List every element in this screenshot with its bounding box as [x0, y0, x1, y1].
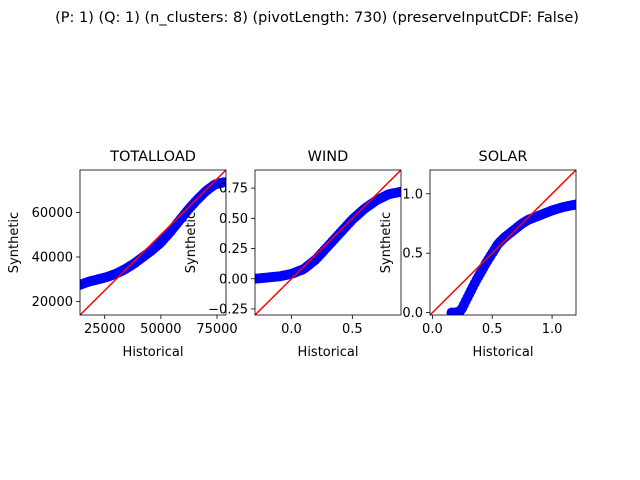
x-tick-label: 1.0 — [542, 322, 563, 337]
reference-line — [80, 170, 226, 315]
y-tick-label: 0.5 — [402, 247, 423, 262]
y-tick-label: 60000 — [32, 206, 73, 221]
y-tick-label: 0.75 — [219, 182, 248, 197]
subplot-title: WIND — [308, 149, 349, 165]
y-tick-label: −0.25 — [208, 302, 248, 317]
subplot-totalload: TOTALLOAD 25000 50000 75000 20000 40000 60000 H… — [7, 149, 238, 360]
x-tick-label: 0.5 — [342, 322, 363, 337]
y-tick-label: 40000 — [32, 251, 73, 266]
y-tick-label: 0.0 — [402, 306, 423, 321]
x-tick-label: 50000 — [140, 322, 181, 337]
plot-area — [80, 170, 226, 315]
subplot-solar: SOLAR 0.0 0.5 1.0 0.0 0.5 1.0 Historical Synthet… — [379, 149, 577, 360]
x-tick-label: 25000 — [84, 322, 125, 337]
subplot-wind: WIND 0.0 0.5 −0.25 0.00 0.25 0.50 0.75 Historica… — [184, 149, 402, 360]
plot-area — [430, 170, 576, 315]
reference-line — [430, 170, 576, 315]
x-tick-label: 0.0 — [281, 322, 302, 337]
subplots: TOTALLOAD 25000 50000 75000 20000 40000 60000 H… — [7, 149, 577, 360]
x-tick-label: 0.5 — [482, 322, 503, 337]
reference-line — [255, 170, 401, 315]
x-tick-label: 75000 — [196, 322, 237, 337]
data-point — [571, 199, 576, 210]
x-axis-label: Historical — [298, 345, 359, 360]
data-point — [218, 177, 226, 188]
plot-area — [255, 170, 401, 315]
data-point — [396, 186, 401, 197]
y-tick-label: 0.00 — [219, 272, 248, 287]
y-axis-label: Synthetic — [184, 212, 199, 273]
y-tick-label: 20000 — [32, 295, 73, 310]
figure-suptitle: (P: 1) (Q: 1) (n_clusters: 8) (pivotLeng… — [55, 10, 579, 26]
y-tick-label: 1.0 — [402, 187, 423, 202]
x-axis-label: Historical — [473, 345, 534, 360]
y-tick-label: 0.50 — [219, 212, 248, 227]
axes-frame — [429, 169, 577, 316]
subplot-title: TOTALLOAD — [109, 149, 196, 165]
x-tick-label: 0.0 — [422, 322, 443, 337]
x-axis-label: Historical — [123, 345, 184, 360]
axes-frame — [79, 169, 227, 316]
axes-frame — [254, 169, 402, 316]
y-axis-label: Synthetic — [7, 212, 22, 273]
y-axis-label: Synthetic — [379, 212, 394, 273]
subplot-title: SOLAR — [478, 149, 527, 165]
y-tick-label: 0.25 — [219, 242, 248, 257]
